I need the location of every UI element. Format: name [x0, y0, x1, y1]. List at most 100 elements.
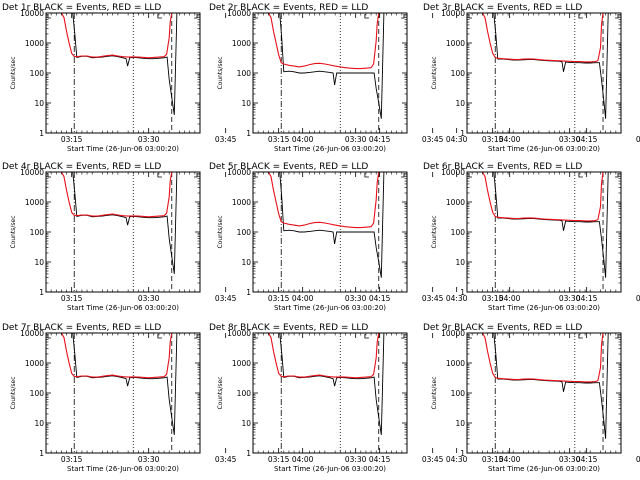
- y-tick-label: 1: [39, 288, 44, 297]
- bracket-marker: [157, 173, 162, 178]
- y-tick-label: 100: [237, 228, 252, 237]
- y-tick-label: 1000: [446, 359, 465, 368]
- bracket-marker: [194, 173, 198, 178]
- y-tick-label: 100: [451, 69, 466, 78]
- events-series-line: [58, 333, 200, 435]
- x-tick-label: 03:15: [61, 135, 83, 144]
- events-series-line: [479, 333, 621, 439]
- bracket-marker: [47, 173, 51, 178]
- y-tick-label: 100: [237, 69, 252, 78]
- panel-title: Det 8r BLACK = Events, RED = LLD: [209, 323, 368, 333]
- plot-area: [253, 172, 407, 292]
- lld-series-line: [467, 13, 621, 63]
- plot-frame: [466, 171, 622, 293]
- bracket-marker: [615, 334, 619, 339]
- y-tick-label: 100: [237, 389, 252, 398]
- y-tick-label: 1: [39, 129, 44, 138]
- lld-series-line: [46, 172, 200, 218]
- y-tick-label: 10: [241, 99, 251, 108]
- detector-panel: Det 2r BLACK = Events, RED = LLD Counts/s…: [209, 3, 598, 153]
- bracket-marker: [578, 173, 583, 178]
- bracket-marker: [254, 173, 258, 178]
- plot-frame: [466, 332, 622, 454]
- x-tick-label: 03:45: [215, 135, 237, 144]
- plot-area: [46, 13, 200, 133]
- y-axis-label: Counts/sec: [431, 56, 438, 89]
- x-tick-label: 03:15: [61, 455, 83, 464]
- y-tick-label: 10: [455, 258, 465, 267]
- x-tick-label: 03:15: [268, 455, 290, 464]
- y-tick-label: 1000: [446, 198, 465, 207]
- x-tick-label: 03:45: [422, 294, 444, 303]
- bracket-marker: [401, 334, 405, 339]
- panel-title: Det 6r BLACK = Events, RED = LLD: [423, 162, 582, 172]
- x-tick-label: 03:30: [138, 135, 160, 144]
- events-series-line: [58, 13, 200, 115]
- bracket-marker: [194, 334, 198, 339]
- plot-area: [467, 333, 621, 453]
- y-tick-label: 100: [30, 389, 45, 398]
- x-tick-label: 04:00: [292, 455, 314, 464]
- detector-panel: Det 7r BLACK = Events, RED = LLD Counts/s…: [2, 323, 468, 473]
- y-tick-label: 10: [241, 419, 251, 428]
- x-tick-label: 03:30: [559, 135, 581, 144]
- y-tick-label: 1: [246, 129, 251, 138]
- bracket-marker: [47, 14, 51, 19]
- y-tick-label: 1: [460, 449, 465, 458]
- x-tick-label: 03:15: [482, 455, 504, 464]
- events-series-line: [265, 13, 407, 119]
- bracket-marker: [254, 334, 258, 339]
- x-axis-label: Start Time (26-Jun-06 03:00:20): [274, 304, 386, 312]
- y-tick-label: 1000: [232, 359, 251, 368]
- bracket-marker: [615, 14, 619, 19]
- x-tick-label: 03:30: [559, 294, 581, 303]
- y-tick-label: 10000: [441, 9, 465, 18]
- plot-area: [46, 333, 200, 453]
- x-tick-label: 03:30: [559, 455, 581, 464]
- plot-frame: [45, 332, 201, 454]
- y-tick-label: 10: [34, 419, 44, 428]
- y-tick-label: 10000: [227, 329, 251, 338]
- bracket-marker: [615, 173, 619, 178]
- events-series-line: [58, 172, 200, 274]
- y-tick-label: 10: [34, 258, 44, 267]
- y-tick-label: 10: [34, 99, 44, 108]
- x-axis-label: Start Time (26-Jun-06 03:00:20): [67, 304, 179, 312]
- x-axis-label: Start Time (26-Jun-06 03:00:20): [67, 145, 179, 153]
- x-tick-label: 03:30: [138, 294, 160, 303]
- bracket-marker: [364, 334, 369, 339]
- y-tick-label: 10: [455, 99, 465, 108]
- y-tick-label: 100: [451, 389, 466, 398]
- x-tick-label: 04:00: [499, 135, 521, 144]
- panel-title: Det 3r BLACK = Events, RED = LLD: [423, 3, 582, 13]
- x-tick-label: 03:45: [215, 294, 237, 303]
- lld-series-line: [253, 333, 407, 379]
- lld-series-line: [46, 333, 200, 379]
- bracket-marker: [254, 14, 258, 19]
- x-tick-label: 03:15: [268, 135, 290, 144]
- panel-title: Det 1r BLACK = Events, RED = LLD: [2, 3, 161, 13]
- events-series-line: [265, 172, 407, 278]
- x-tick-label: 03:30: [138, 455, 160, 464]
- x-tick-label: 03:15: [482, 294, 504, 303]
- x-tick-label: 03:45: [636, 135, 640, 144]
- y-tick-label: 10000: [20, 168, 44, 177]
- lld-series-line: [253, 172, 407, 229]
- y-tick-label: 10000: [227, 9, 251, 18]
- x-tick-label: 03:45: [636, 455, 640, 464]
- panel-title: Det 4r BLACK = Events, RED = LLD: [2, 162, 161, 172]
- bracket-marker: [401, 14, 405, 19]
- y-tick-label: 10000: [441, 168, 465, 177]
- y-tick-label: 1: [246, 288, 251, 297]
- y-tick-label: 1000: [446, 39, 465, 48]
- x-tick-label: 04:00: [292, 135, 314, 144]
- detector-panel: Det 9r BLACK = Events, RED = LLD Counts/s…: [423, 323, 640, 473]
- x-tick-label: 04:30: [446, 455, 468, 464]
- bracket-marker: [364, 14, 369, 19]
- x-tick-label: 04:00: [499, 455, 521, 464]
- events-series-line: [479, 13, 621, 119]
- plot-area: [46, 172, 200, 292]
- plot-area: [467, 172, 621, 292]
- y-tick-label: 10000: [20, 9, 44, 18]
